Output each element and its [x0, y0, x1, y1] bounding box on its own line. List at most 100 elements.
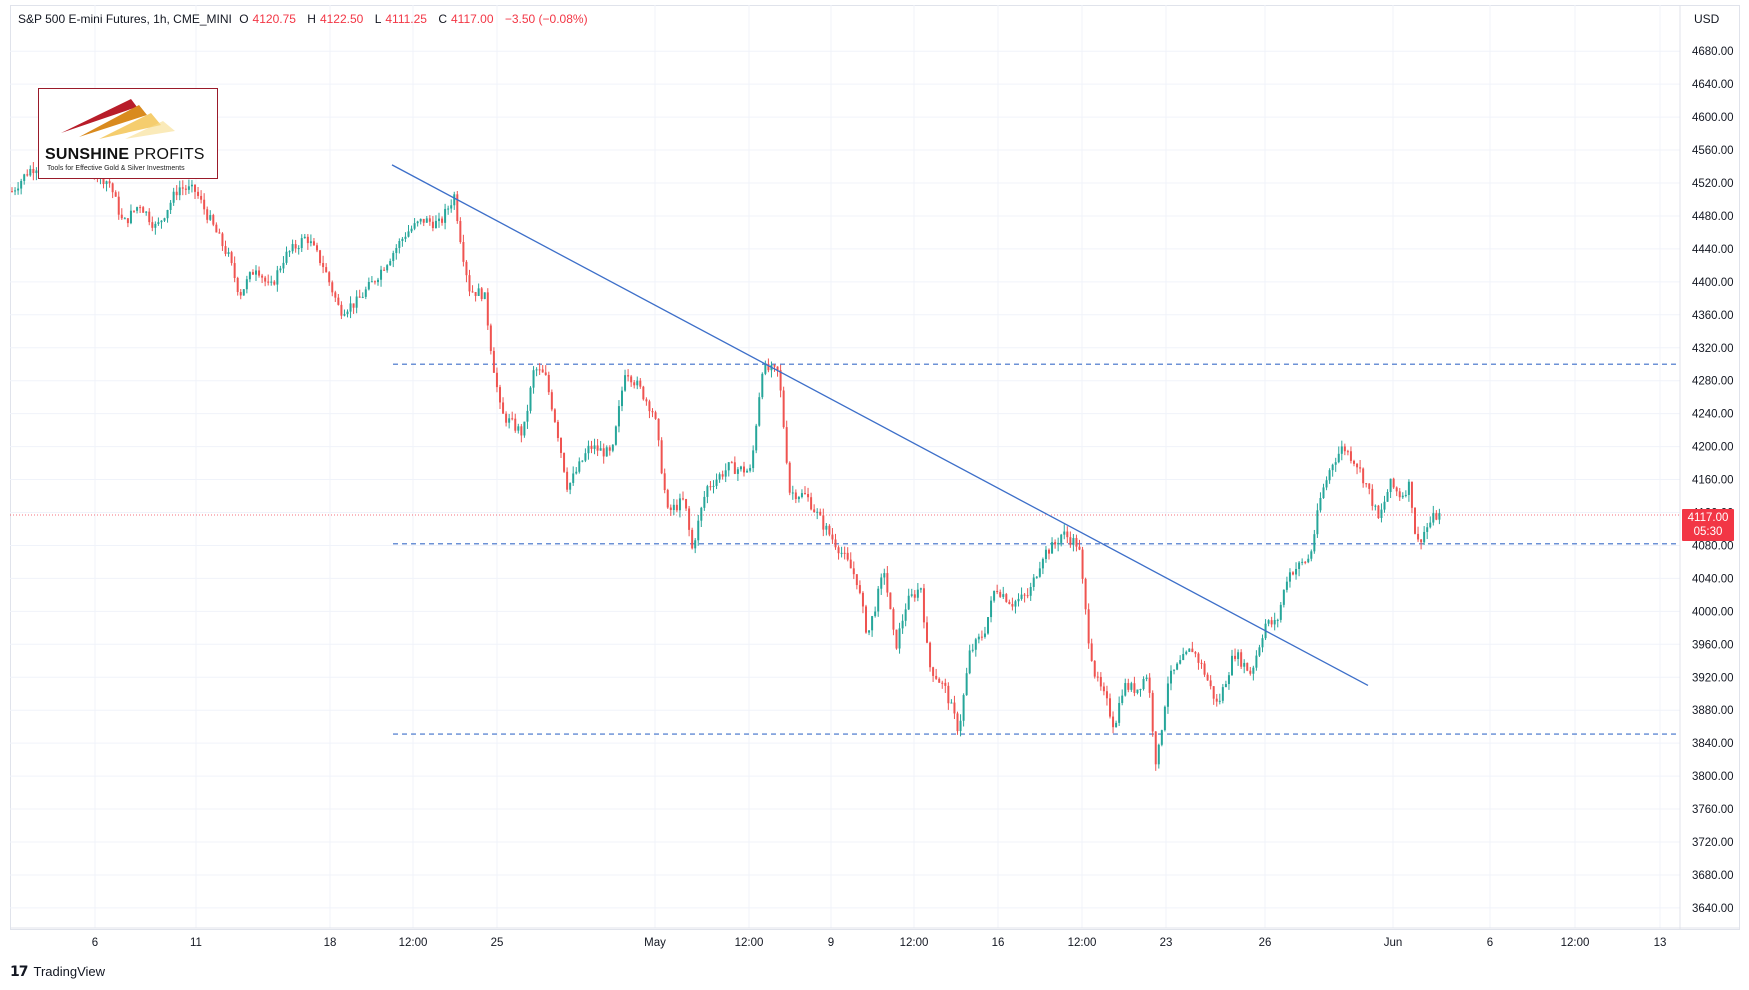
- candle: [861, 591, 864, 614]
- candle: [1093, 660, 1096, 679]
- candle-body: [1212, 686, 1215, 699]
- candle: [654, 410, 657, 420]
- candle-body: [654, 412, 657, 419]
- candle-body: [846, 552, 849, 560]
- candle-body: [840, 552, 843, 554]
- candle: [1203, 660, 1206, 677]
- candle: [392, 250, 395, 268]
- candle: [849, 552, 852, 569]
- candle-body: [709, 486, 712, 488]
- candle: [968, 644, 971, 675]
- candle: [1255, 650, 1258, 671]
- close-label: C: [438, 12, 447, 26]
- candle-body: [1417, 533, 1420, 540]
- candle: [20, 178, 23, 195]
- candle-body: [1209, 680, 1212, 687]
- candle: [447, 205, 450, 215]
- candle: [1325, 476, 1328, 491]
- candle-body: [312, 241, 315, 246]
- candle: [1182, 647, 1185, 661]
- candle-body: [672, 504, 675, 511]
- candle-body: [383, 269, 386, 271]
- candle: [523, 421, 526, 438]
- candle-body: [639, 380, 642, 387]
- candle-body: [178, 187, 181, 196]
- candle: [703, 490, 706, 511]
- candle: [791, 485, 794, 500]
- candle-body: [541, 369, 544, 373]
- candle: [996, 584, 999, 595]
- candle-body: [111, 183, 114, 193]
- candle-body: [880, 577, 883, 589]
- candle-body: [209, 215, 212, 220]
- candle: [419, 218, 422, 225]
- candle-body: [483, 292, 486, 300]
- candle: [157, 217, 160, 226]
- candle: [688, 505, 691, 537]
- candle-body: [364, 289, 367, 297]
- candle: [29, 165, 32, 177]
- candle-body: [1432, 513, 1435, 523]
- candle: [364, 286, 367, 300]
- candle: [114, 190, 117, 197]
- candle-body: [26, 174, 29, 176]
- candle: [459, 217, 462, 244]
- candle-body: [782, 390, 785, 428]
- candle: [1386, 489, 1389, 502]
- candle: [261, 273, 264, 284]
- candle-body: [200, 195, 203, 200]
- candle-body: [1279, 604, 1282, 620]
- candle: [337, 293, 340, 306]
- candle-body: [154, 223, 157, 228]
- candle-body: [852, 568, 855, 575]
- candle: [669, 504, 672, 516]
- candle-body: [1249, 670, 1252, 674]
- candle: [938, 677, 941, 683]
- candle: [779, 364, 782, 398]
- candle-body: [813, 509, 816, 513]
- candle: [465, 260, 468, 283]
- candle: [1319, 492, 1322, 513]
- candle: [947, 682, 950, 710]
- candle: [532, 366, 535, 394]
- candle-body: [1377, 505, 1380, 518]
- candle-body: [370, 281, 373, 283]
- candle-body: [1081, 549, 1084, 579]
- candle: [929, 641, 932, 672]
- candle-body: [977, 636, 980, 640]
- candle: [517, 423, 520, 434]
- y-tick-label: 4080.00: [1692, 540, 1734, 552]
- candle-body: [1197, 653, 1200, 663]
- candle: [422, 218, 425, 227]
- candle-body: [602, 448, 605, 457]
- candle-body: [816, 511, 819, 513]
- candle: [840, 546, 843, 558]
- candle: [236, 276, 239, 296]
- candle: [1087, 603, 1090, 649]
- candle-body: [1109, 698, 1111, 717]
- candle-body: [965, 673, 968, 696]
- candle: [1008, 599, 1011, 605]
- candle: [605, 445, 608, 457]
- candle: [569, 482, 572, 495]
- candle-body: [608, 447, 611, 451]
- candle-body: [492, 350, 495, 373]
- y-tick-label: 4200.00: [1692, 442, 1734, 454]
- candle-body: [1374, 505, 1377, 507]
- tradingview-footer[interactable]: 𝟭𝟳 TradingView: [10, 963, 105, 980]
- candle: [294, 239, 297, 253]
- candle: [865, 604, 867, 634]
- candle: [980, 630, 983, 641]
- candle: [694, 538, 697, 554]
- candle: [932, 666, 935, 682]
- candle-body: [901, 620, 904, 629]
- candle: [1221, 683, 1224, 704]
- candle-body: [1343, 446, 1346, 452]
- candle: [1227, 672, 1230, 690]
- candle: [1185, 650, 1188, 656]
- candle-body: [1102, 686, 1105, 692]
- symbol-title: S&P 500 E-mini Futures, 1h, CME_MINI: [18, 12, 232, 26]
- candle: [407, 224, 410, 238]
- candle: [1368, 483, 1371, 495]
